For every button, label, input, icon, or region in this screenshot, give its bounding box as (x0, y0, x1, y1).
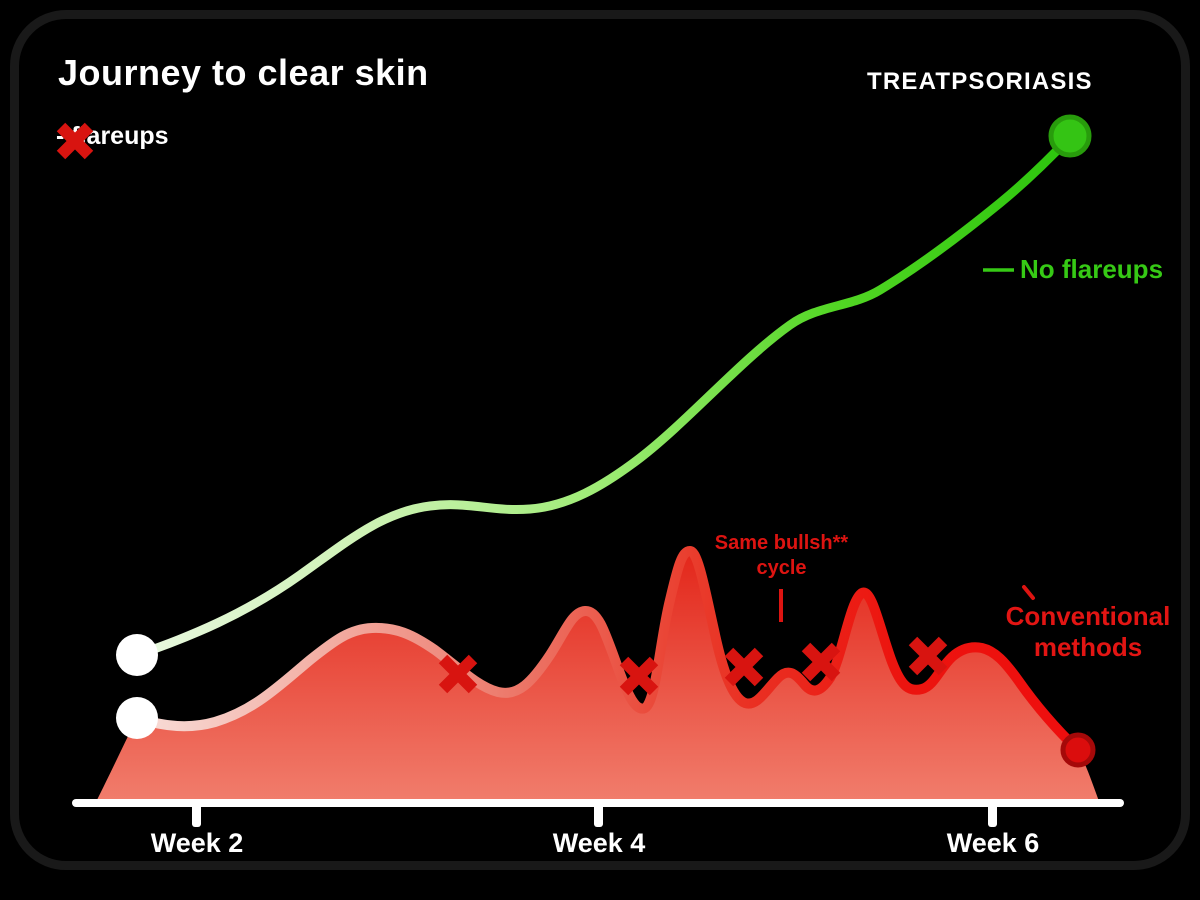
accent-tick (1022, 585, 1035, 600)
flareups-legend: - flareups (56, 122, 169, 160)
x-tick-label-week2: Week 2 (150, 828, 244, 858)
red-series-start-dot (116, 697, 158, 739)
conventional-line (132, 545, 1083, 755)
red-series-end-dot (1060, 732, 1096, 768)
flareup-x-icon (724, 647, 764, 687)
flareup-x-icon (619, 656, 659, 696)
brand-label: TREATPSORIASIS (867, 68, 1093, 95)
conventional-area (95, 551, 1100, 804)
flareup-x-icon (438, 654, 478, 694)
green-series-end-dot (1048, 114, 1092, 158)
x-tick-label-week4: Week 4 (552, 828, 646, 858)
treatpsoriasis-line (132, 132, 1075, 660)
flareup-x-icon (908, 636, 948, 676)
x-tick-label-week6: Week 6 (946, 828, 1040, 858)
axis-tick (988, 803, 997, 827)
red-series-label: Conventional methods (1005, 601, 1171, 663)
axis-tick (192, 803, 201, 827)
page-title: Journey to clear skin (58, 52, 429, 93)
green-series-label: No flareups (1020, 254, 1164, 284)
axis-tick (594, 803, 603, 827)
green-series-start-dot (116, 634, 158, 676)
flareup-x-icon (56, 122, 94, 160)
flareup-x-icon (801, 642, 841, 682)
cycle-annotation: Same bullsh** cycle (714, 532, 849, 579)
